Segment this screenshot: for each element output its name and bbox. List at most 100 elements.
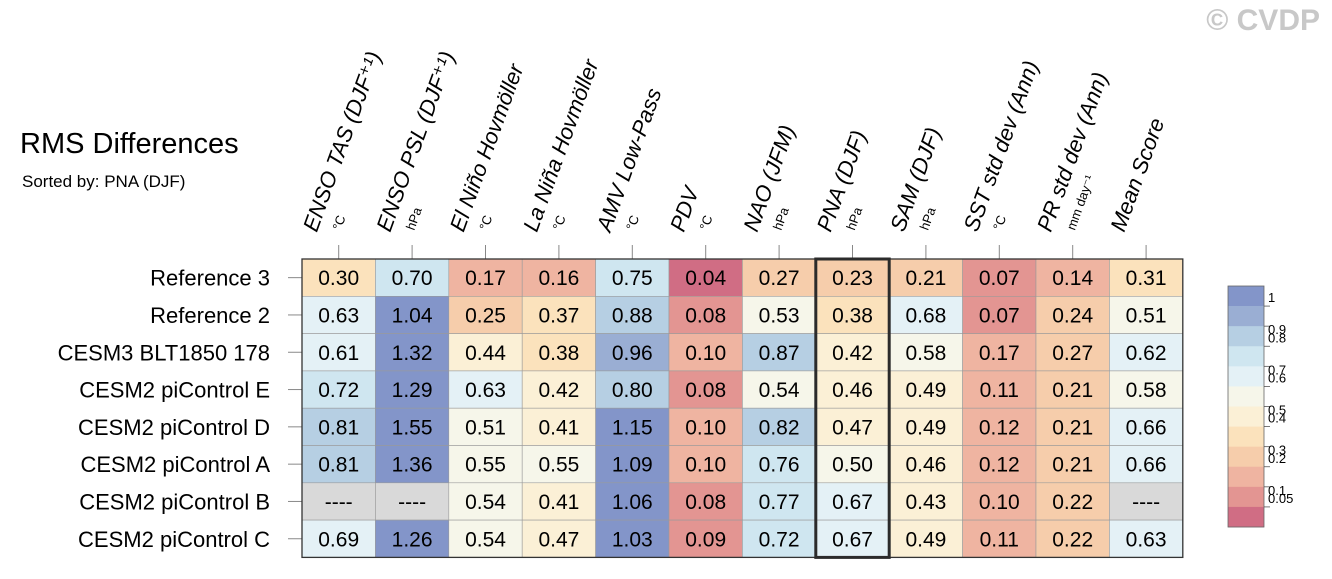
heatmap-cell xyxy=(448,333,523,372)
heatmap-cell xyxy=(375,295,450,334)
cell-value-label: 0.42 xyxy=(538,379,579,402)
colorbar-label: 1 xyxy=(1268,290,1275,305)
cell-value-label: 0.88 xyxy=(612,304,653,327)
chart-subtitle: Sorted by: PNA (DJF) xyxy=(22,172,186,191)
column-unit-label: °C xyxy=(476,213,495,232)
cell-value-label: 0.31 xyxy=(1126,267,1167,290)
cell-value-label: 0.68 xyxy=(905,304,946,327)
heatmap-cell xyxy=(521,445,596,484)
cell-value-label: 0.49 xyxy=(905,379,946,402)
colorbar-swatch xyxy=(1228,386,1264,407)
heatmap-cell xyxy=(962,370,1037,409)
colorbar-label: 0.9 xyxy=(1268,322,1286,337)
cell-value-label: 0.44 xyxy=(465,342,506,365)
column-unit-label: °C xyxy=(990,213,1009,232)
column-label: La Niña Hovmöller xyxy=(518,55,604,235)
cell-value-label: 0.62 xyxy=(1126,342,1167,365)
colorbar-swatch xyxy=(1228,426,1264,447)
colorbar-swatch xyxy=(1228,366,1264,387)
cell-value-label: 0.87 xyxy=(759,342,800,365)
heatmap-cell xyxy=(962,519,1037,558)
row-label: CESM2 piControl B xyxy=(79,489,270,514)
heatmap-cell xyxy=(742,519,817,558)
cell-value-label: 0.76 xyxy=(759,454,800,477)
column-label: PNA (DJF) xyxy=(812,127,872,235)
colorbar-label: 0.4 xyxy=(1268,411,1286,426)
heatmap-cell xyxy=(595,258,670,297)
cell-value-label: 0.21 xyxy=(1052,454,1093,477)
heatmap-cell xyxy=(301,519,376,558)
cell-value-label: 0.51 xyxy=(1126,304,1167,327)
row-label: Reference 3 xyxy=(150,266,270,291)
highlight-column-frame xyxy=(814,257,891,559)
colorbar-label: 0.05 xyxy=(1268,491,1293,506)
heatmap-cell xyxy=(888,519,963,558)
column-label: El Niño Hovmöller xyxy=(445,59,529,235)
cell-value-label: 0.10 xyxy=(979,491,1020,514)
cell-value-label: ---- xyxy=(325,491,353,514)
cell-value-label: 0.22 xyxy=(1052,491,1093,514)
cell-value-label: 0.25 xyxy=(465,304,506,327)
cell-value-label: 0.51 xyxy=(465,416,506,439)
cell-value-label: 0.49 xyxy=(905,416,946,439)
heatmap-cell xyxy=(668,482,743,521)
heatmap-cell xyxy=(448,445,523,484)
row-label: CESM2 piControl E xyxy=(79,378,270,403)
heatmap-cell xyxy=(595,445,670,484)
heatmap-cell xyxy=(375,482,450,521)
heatmap-cell xyxy=(1109,258,1184,297)
cell-value-label: 0.21 xyxy=(1052,379,1093,402)
cell-value-label: 0.70 xyxy=(392,267,433,290)
row-label: CESM2 piControl C xyxy=(78,527,270,552)
cell-value-label: 0.17 xyxy=(465,267,506,290)
heatmap-cell xyxy=(668,333,743,372)
heatmap-cell xyxy=(888,295,963,334)
cell-value-label: 0.30 xyxy=(318,267,359,290)
cell-value-label: 0.38 xyxy=(538,342,579,365)
cell-value-label: 0.58 xyxy=(1126,379,1167,402)
heatmap-cell xyxy=(1035,445,1110,484)
colorbar-swatch xyxy=(1228,446,1264,468)
heatmap-cell xyxy=(595,370,670,409)
heatmap-border xyxy=(301,258,1184,559)
cell-value-label: 0.72 xyxy=(759,528,800,551)
colorbar-label: 0.6 xyxy=(1268,370,1286,385)
colorbar-label: 0.1 xyxy=(1268,483,1286,498)
colorbar-swatch xyxy=(1228,326,1264,347)
cell-value-label: 0.07 xyxy=(979,267,1020,290)
cell-value-label: 0.41 xyxy=(538,416,579,439)
cell-value-label: 1.32 xyxy=(392,342,433,365)
heatmap-cell xyxy=(668,519,743,558)
heatmap-cell xyxy=(1035,482,1110,521)
cell-value-label: 0.67 xyxy=(832,528,873,551)
colorbar-label: 0.3 xyxy=(1268,443,1286,458)
cell-value-label: 1.04 xyxy=(392,304,433,327)
watermark: © CVDP xyxy=(1206,4,1320,37)
cell-value-label: 0.55 xyxy=(465,454,506,477)
heatmap-cell xyxy=(375,370,450,409)
cell-value-label: 0.53 xyxy=(759,304,800,327)
heatmap-cell xyxy=(375,333,450,372)
cell-value-label: 0.75 xyxy=(612,267,653,290)
cell-value-label: 1.03 xyxy=(612,528,653,551)
cell-value-label: 0.66 xyxy=(1126,416,1167,439)
cell-value-label: 0.54 xyxy=(759,379,800,402)
colorbar-label: 0.8 xyxy=(1268,330,1286,345)
column-labels: ENSO TAS (DJF⁺¹)°C ENSO PSL (DJF⁺¹)hPa El … xyxy=(298,48,1169,259)
heatmap-cell xyxy=(1035,519,1110,558)
heatmap-cell xyxy=(301,370,376,409)
cell-value-label: 0.08 xyxy=(685,491,726,514)
cell-value-label: 0.38 xyxy=(832,304,873,327)
cell-value-label: 0.22 xyxy=(1052,528,1093,551)
heatmap-cell xyxy=(815,370,890,409)
chart-title: RMS Differences xyxy=(20,128,239,160)
cell-value-label: 0.55 xyxy=(538,454,579,477)
heatmap-cell xyxy=(668,370,743,409)
cell-value-label: 0.46 xyxy=(905,454,946,477)
cell-value-label: 0.21 xyxy=(1052,416,1093,439)
cell-value-label: 0.63 xyxy=(318,304,359,327)
cell-value-label: 0.96 xyxy=(612,342,653,365)
heatmap-cell xyxy=(815,482,890,521)
heatmap-cell xyxy=(521,295,596,334)
